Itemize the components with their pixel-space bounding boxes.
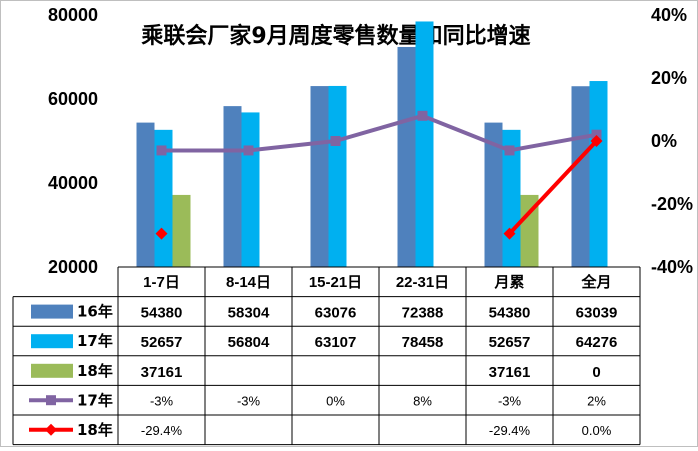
chart-title: 乘联会厂家9月周度零售数量和同比增速 — [140, 23, 530, 49]
right-axis-tick: 40% — [651, 5, 687, 25]
data-label: 0.0% — [582, 423, 612, 438]
legend-label: 18年 — [77, 362, 113, 380]
data-label: 78458 — [402, 334, 444, 351]
bar — [223, 106, 242, 267]
right-axis-tick: -40% — [651, 257, 693, 277]
right-axis-tick: 20% — [651, 68, 687, 88]
bar — [484, 122, 503, 267]
legend-label: 18年 — [77, 421, 113, 439]
right-axis-tick: 0% — [651, 131, 677, 151]
line-marker — [591, 129, 602, 140]
line-marker — [504, 145, 515, 156]
category-label: 8-14日 — [226, 274, 271, 291]
category-label: 1-7日 — [143, 274, 180, 291]
data-label: -3% — [150, 393, 174, 408]
data-label: 63076 — [315, 305, 357, 322]
legend-swatch — [31, 334, 73, 349]
bar — [520, 194, 539, 267]
data-label: -29.4% — [489, 423, 531, 438]
data-label: 64276 — [576, 334, 618, 351]
data-table: 1-7日 8-14日 15-21日 22-31日 月累 全月 16年 54380 58304 63… — [12, 266, 641, 446]
data-label: 0% — [326, 393, 345, 408]
left-axis-tick: 40000 — [48, 173, 98, 193]
line-marker — [503, 227, 516, 240]
line-marker — [590, 135, 603, 147]
data-label: 63107 — [315, 334, 357, 351]
line-marker — [330, 136, 341, 146]
bar — [328, 85, 347, 268]
data-label: 2% — [587, 393, 606, 408]
data-label: 54380 — [141, 305, 183, 322]
series-line — [161, 113, 597, 153]
bar — [310, 86, 329, 267]
data-label: -29.4% — [141, 423, 183, 438]
data-label: 52657 — [141, 334, 183, 351]
legend-swatch — [31, 304, 73, 319]
right-axis-ticks: 40% 20% 0% -20% -40% — [651, 5, 693, 277]
left-axis-tick: 20000 — [48, 257, 98, 277]
line-marker — [417, 110, 428, 121]
data-label: -3% — [498, 393, 522, 408]
line-group — [155, 110, 603, 240]
bar — [136, 122, 155, 267]
data-label: 8% — [413, 393, 432, 408]
category-label: 22-31日 — [396, 274, 449, 291]
category-label: 全月 — [580, 273, 611, 291]
data-label: 56804 — [228, 334, 270, 351]
left-axis-ticks: 80000 60000 40000 20000 — [48, 5, 98, 277]
data-label: 63039 — [576, 305, 618, 322]
line-marker — [243, 145, 254, 156]
line-marker — [155, 227, 168, 240]
bar — [571, 86, 590, 267]
data-label: 0 — [592, 364, 600, 381]
data-label: 72388 — [402, 305, 444, 322]
data-label: 37161 — [489, 364, 531, 381]
data-label: 52657 — [489, 334, 531, 351]
right-axis-tick: -20% — [651, 194, 693, 214]
data-label: 37161 — [141, 364, 183, 381]
bar — [415, 21, 434, 268]
bar — [397, 46, 416, 268]
series-line — [508, 139, 598, 235]
legend-swatch — [31, 363, 73, 378]
line-marker — [156, 145, 167, 156]
category-label: 15-21日 — [309, 274, 362, 291]
category-label: 月累 — [493, 274, 524, 291]
bar — [241, 112, 260, 267]
data-label: 58304 — [228, 305, 270, 322]
bar — [589, 81, 608, 267]
legend-label: 17年 — [77, 391, 113, 409]
data-label: 54380 — [489, 305, 531, 322]
legend-marker — [46, 395, 56, 406]
legend-label: 16年 — [77, 303, 113, 321]
data-label: -3% — [237, 393, 261, 408]
left-axis-tick: 80000 — [48, 5, 98, 25]
left-axis-tick: 60000 — [48, 89, 98, 109]
legend-label: 17年 — [77, 332, 113, 350]
bar — [172, 194, 191, 267]
legend-marker — [45, 423, 57, 436]
